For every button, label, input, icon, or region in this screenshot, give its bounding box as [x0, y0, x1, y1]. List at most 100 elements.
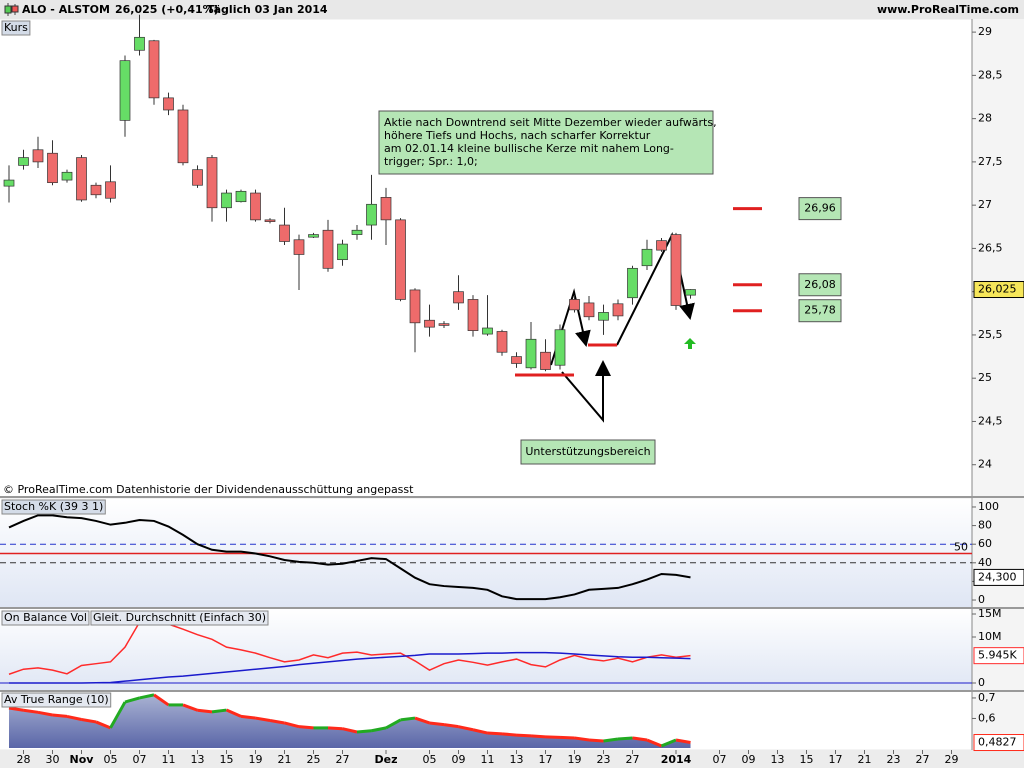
note-line: am 02.01.14 kleine bullische Kerze mit n… — [384, 142, 674, 155]
x-tick-label: 13 — [191, 753, 205, 766]
x-tick-label: Dez — [375, 753, 398, 766]
panel-label: Gleit. Durchschnitt (Einfach 30) — [93, 611, 266, 624]
candle-body — [686, 290, 696, 296]
candle-body — [642, 249, 652, 265]
candle-body — [628, 268, 638, 297]
x-tick-label: 27 — [916, 753, 930, 766]
area-edge — [24, 710, 39, 712]
y-tick-label: 29 — [978, 25, 992, 38]
note-line: höhere Tiefs und Hochs, nach scharfer Ko… — [384, 129, 651, 142]
x-tick-label: 23 — [887, 753, 901, 766]
candle-body — [164, 98, 174, 110]
last-value-label: 5.945K — [978, 649, 1017, 662]
x-tick-label: 13 — [510, 753, 524, 766]
area-edge — [328, 728, 343, 729]
candle-body — [120, 61, 130, 121]
x-tick-label: 17 — [829, 753, 843, 766]
x-tick-label: 28 — [17, 753, 31, 766]
y-tick-label: 15M — [978, 607, 1002, 620]
y-tick-label: 24,5 — [978, 414, 1003, 427]
candle-body — [367, 204, 377, 225]
note-line: Aktie nach Downtrend seit Mitte Dezember… — [384, 116, 717, 129]
y-tick-label: 80 — [978, 519, 992, 532]
x-tick-label: 21 — [858, 753, 872, 766]
x-tick-label: 15 — [800, 753, 814, 766]
x-tick-label: 30 — [46, 753, 60, 766]
quote: 26,025 (+0,41%) — [115, 3, 219, 16]
note-line: trigger; Spr.: 1,0; — [384, 155, 478, 168]
footer: © ProRealTime.com Datenhistorie der Divi… — [3, 483, 414, 496]
panel-label: Av True Range (10) — [4, 693, 109, 706]
candle-body — [294, 240, 304, 255]
candle-body — [381, 197, 391, 219]
candle-body — [410, 290, 420, 323]
area-edge — [357, 731, 372, 732]
y-tick-label: 28,5 — [978, 68, 1003, 81]
symbol: ALO - ALSTOM — [22, 3, 110, 16]
candle-body — [62, 172, 72, 180]
area-edge — [633, 738, 648, 740]
x-tick-label: 05 — [104, 753, 118, 766]
last-value-label: 26,025 — [978, 283, 1017, 296]
candle-body — [584, 303, 594, 317]
area-edge — [401, 718, 416, 720]
y-tick-label: 27 — [978, 198, 992, 211]
area-edge — [53, 715, 68, 716]
area-edge — [604, 739, 619, 741]
area-edge — [488, 733, 503, 734]
candle-body — [280, 225, 290, 241]
candle-body — [483, 328, 493, 334]
candle-body — [657, 241, 667, 251]
x-tick-label: 25 — [307, 753, 321, 766]
candle-body — [526, 339, 536, 368]
candle-body — [555, 330, 565, 365]
area-edge — [430, 723, 445, 725]
candle-body — [599, 312, 609, 320]
candle-body — [265, 220, 275, 222]
candle-body — [613, 304, 623, 316]
signal-label: 50 — [954, 541, 968, 554]
candle-body — [251, 193, 261, 220]
candle-body — [135, 37, 145, 50]
candle-body — [91, 185, 101, 195]
last-value-label: 0,4827 — [978, 736, 1017, 749]
panel-label: On Balance Vol — [4, 611, 87, 624]
y-tick-label: 28 — [978, 112, 992, 125]
candle-body — [570, 299, 580, 309]
x-tick-label: 09 — [742, 753, 756, 766]
y-tick-label: 10M — [978, 630, 1002, 643]
x-tick-label: Nov — [70, 753, 95, 766]
area-edge — [560, 737, 575, 738]
x-tick-label: 13 — [771, 753, 785, 766]
last-value-label: 24,300 — [978, 570, 1017, 583]
y-tick-label: 26,5 — [978, 241, 1003, 254]
price-panel — [0, 20, 972, 496]
area-edge — [212, 710, 227, 712]
support-label: Unterstützungsbereich — [525, 445, 650, 458]
y-tick-label: 0,6 — [978, 711, 996, 724]
candle-body — [338, 244, 348, 260]
x-tick-label: 19 — [249, 753, 263, 766]
candle-body — [671, 235, 681, 306]
x-tick-label: 11 — [162, 753, 176, 766]
y-tick-label: 60 — [978, 537, 992, 550]
area-edge — [589, 740, 604, 741]
x-tick-label: 07 — [713, 753, 727, 766]
area-edge — [444, 725, 459, 727]
candle-body — [149, 41, 159, 98]
candle-body — [468, 299, 478, 330]
x-tick-label: 23 — [597, 753, 611, 766]
candle-body — [541, 352, 551, 369]
area-edge — [575, 738, 590, 740]
x-tick-label: 2014 — [661, 753, 692, 766]
x-tick-label: 27 — [626, 753, 640, 766]
y-tick-label: 24 — [978, 458, 992, 471]
candle-body — [352, 230, 362, 234]
candle-body — [396, 220, 406, 300]
area-edge — [502, 734, 517, 735]
period: Täglich 03 Jan 2014 — [207, 3, 328, 16]
candle-body — [222, 193, 232, 208]
x-tick-label: 05 — [423, 753, 437, 766]
x-tick-label: 11 — [481, 753, 495, 766]
